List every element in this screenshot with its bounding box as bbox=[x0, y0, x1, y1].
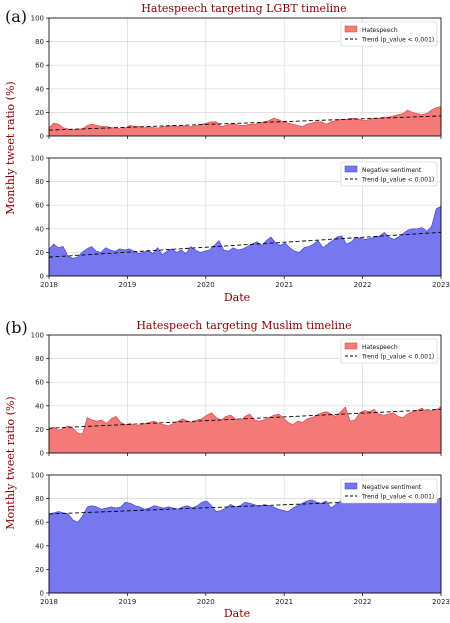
legend: Negative sentiment Trend (p_value < 0.001… bbox=[340, 161, 438, 187]
y-tick-label: 60 bbox=[35, 202, 44, 210]
legend-box bbox=[340, 338, 438, 364]
negative-sentiment-area bbox=[48, 205, 442, 277]
x-tick-label: 2021 bbox=[275, 281, 293, 289]
x-tick-label: 2020 bbox=[197, 281, 215, 289]
x-axis-label-a: Date bbox=[224, 291, 250, 304]
x-tick-label: 2018 bbox=[40, 281, 58, 289]
y-tick-label: 40 bbox=[35, 402, 44, 410]
legend-box bbox=[340, 161, 438, 187]
panel-title-a: Hatespeech targeting LGBT timeline bbox=[141, 2, 346, 15]
y-tick-label: 100 bbox=[31, 332, 44, 340]
y-tick-label: 80 bbox=[35, 38, 44, 46]
x-tick-label: 2020 bbox=[197, 598, 215, 606]
trend-line bbox=[48, 115, 442, 131]
y-tick-label: 80 bbox=[35, 355, 44, 363]
y-axis-label-a: Monthly tweet ratio (%) bbox=[4, 81, 17, 214]
y-tick-label: 40 bbox=[35, 225, 44, 233]
y-tick-label: 20 bbox=[35, 249, 44, 257]
legend-box bbox=[340, 478, 438, 504]
y-tick-label: 60 bbox=[35, 62, 44, 70]
subplot-b-negative-sentiment: 0 20 40 60 80 100 2018 2019 2020 2021 2022 2023 Nega… bbox=[31, 472, 450, 607]
legend-label: Hatespeech bbox=[362, 27, 398, 34]
y-axis-label-b: Monthly tweet ratio (%) bbox=[4, 396, 17, 529]
x-tick-label: 2019 bbox=[118, 281, 136, 289]
trend-line bbox=[48, 408, 442, 429]
legend-box bbox=[340, 21, 438, 47]
x-tick-label: 2019 bbox=[118, 598, 136, 606]
subplot-b-hatespeech: 0 20 40 60 80 100 Hatespeech Trend (p_value < 0… bbox=[31, 332, 442, 458]
y-tick-label: 40 bbox=[35, 542, 44, 550]
y-tick-label: 20 bbox=[35, 426, 44, 434]
y-tick-label: 100 bbox=[31, 155, 44, 163]
y-tick-label: 0 bbox=[40, 590, 44, 598]
plot-frame bbox=[48, 157, 442, 277]
legend-label: Negative sentiment bbox=[362, 484, 422, 491]
plot-frame bbox=[48, 334, 442, 454]
x-tick-label: 2023 bbox=[432, 598, 450, 606]
legend: Hatespeech Trend (p_value < 0.001) bbox=[340, 338, 438, 364]
x-tick-label: 2023 bbox=[432, 281, 450, 289]
subplot-a-hatespeech: 0 20 40 60 80 100 Hatespeech Trend (p_value < 0… bbox=[31, 15, 442, 141]
y-tick-label: 80 bbox=[35, 495, 44, 503]
y-tick-label: 0 bbox=[40, 450, 44, 458]
legend-swatch bbox=[344, 482, 358, 490]
y-tick-label: 100 bbox=[31, 472, 44, 480]
y-tick-label: 60 bbox=[35, 379, 44, 387]
legend-swatch bbox=[344, 342, 358, 350]
panel-title-b: Hatespeech targeting Muslim timeline bbox=[136, 319, 351, 332]
panel-letter-a: (a) bbox=[5, 7, 27, 26]
y-tick-label: 0 bbox=[40, 133, 44, 141]
x-tick-label: 2022 bbox=[354, 281, 372, 289]
legend-label: Trend (p_value < 0.001) bbox=[361, 177, 434, 184]
legend-label: Trend (p_value < 0.001) bbox=[361, 354, 434, 361]
y-tick-label: 0 bbox=[40, 273, 44, 281]
plot-frame bbox=[48, 474, 442, 594]
legend-swatch bbox=[344, 25, 358, 33]
subplot-a-negative-sentiment: 0 20 40 60 80 100 2018 2019 2020 2021 2022 2023 Nega… bbox=[31, 155, 450, 290]
trend-line bbox=[48, 231, 442, 258]
y-tick-label: 80 bbox=[35, 178, 44, 186]
legend-label: Negative sentiment bbox=[362, 167, 422, 174]
x-tick-label: 2018 bbox=[40, 598, 58, 606]
hatespeech-area bbox=[48, 106, 442, 137]
legend: Hatespeech Trend (p_value < 0.001) bbox=[340, 21, 438, 47]
legend-label: Trend (p_value < 0.001) bbox=[361, 494, 434, 501]
panel-letter-b: (b) bbox=[5, 318, 28, 337]
y-tick-label: 60 bbox=[35, 519, 44, 527]
legend-label: Hatespeech bbox=[362, 344, 398, 351]
x-axis-label-b: Date bbox=[224, 607, 250, 620]
hatespeech-area bbox=[48, 406, 442, 454]
plot-frame bbox=[48, 17, 442, 137]
x-tick-label: 2021 bbox=[275, 598, 293, 606]
y-tick-label: 40 bbox=[35, 85, 44, 93]
legend: Negative sentiment Trend (p_value < 0.001… bbox=[340, 478, 438, 504]
y-tick-label: 20 bbox=[35, 566, 44, 574]
legend-swatch bbox=[344, 165, 358, 173]
y-tick-label: 100 bbox=[31, 15, 44, 23]
legend-label: Trend (p_value < 0.001) bbox=[361, 37, 434, 44]
y-tick-label: 20 bbox=[35, 109, 44, 117]
x-tick-label: 2022 bbox=[354, 598, 372, 606]
